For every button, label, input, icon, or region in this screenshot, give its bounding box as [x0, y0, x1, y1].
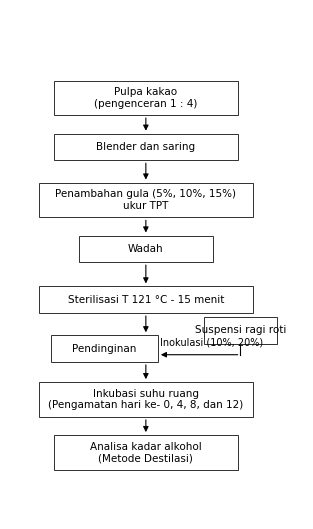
- Text: Pulpa kakao
(pengenceran 1 : 4): Pulpa kakao (pengenceran 1 : 4): [94, 87, 198, 109]
- Text: Penambahan gula (5%, 10%, 15%)
ukur TPT: Penambahan gula (5%, 10%, 15%) ukur TPT: [55, 189, 236, 211]
- FancyBboxPatch shape: [51, 335, 158, 362]
- FancyBboxPatch shape: [39, 183, 253, 217]
- Text: Inkubasi suhu ruang
(Pengamatan hari ke- 0, 4, 8, dan 12): Inkubasi suhu ruang (Pengamatan hari ke-…: [48, 389, 244, 411]
- FancyBboxPatch shape: [39, 382, 253, 417]
- FancyBboxPatch shape: [79, 235, 213, 262]
- FancyBboxPatch shape: [39, 287, 253, 313]
- FancyBboxPatch shape: [54, 134, 238, 160]
- FancyBboxPatch shape: [54, 435, 238, 470]
- Text: Sterilisasi T 121 °C - 15 menit: Sterilisasi T 121 °C - 15 menit: [68, 295, 224, 305]
- Text: Suspensi ragi roti: Suspensi ragi roti: [195, 325, 286, 335]
- Text: Analisa kadar alkohol
(Metode Destilasi): Analisa kadar alkohol (Metode Destilasi): [90, 442, 202, 463]
- Text: Pendinginan: Pendinginan: [72, 344, 137, 353]
- Text: Inokulasi (10%, 20%): Inokulasi (10%, 20%): [160, 338, 264, 348]
- FancyBboxPatch shape: [204, 317, 277, 343]
- Text: Blender dan saring: Blender dan saring: [96, 142, 195, 152]
- Text: Wadah: Wadah: [128, 244, 164, 254]
- FancyBboxPatch shape: [54, 81, 238, 115]
